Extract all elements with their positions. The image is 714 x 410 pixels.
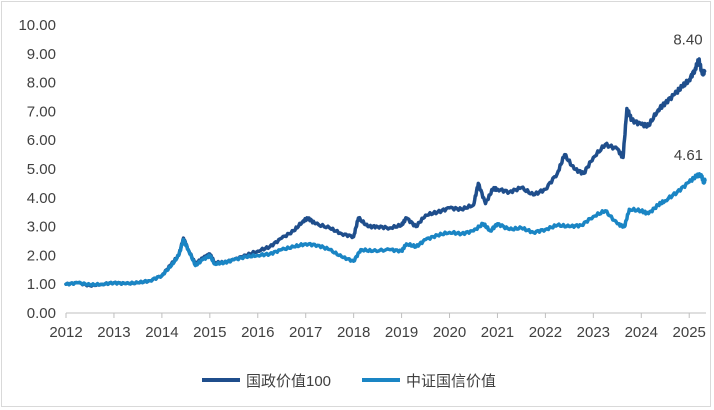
x-tick-label: 2019 bbox=[385, 324, 418, 341]
x-tick-label: 2017 bbox=[289, 324, 322, 341]
y-tick-label: 2.00 bbox=[27, 247, 56, 264]
series-line-1 bbox=[64, 57, 707, 288]
y-tick-label: 5.00 bbox=[27, 161, 56, 178]
x-tick-label: 2015 bbox=[193, 324, 226, 341]
y-tick-label: 3.00 bbox=[27, 219, 56, 236]
series-line-2 bbox=[64, 172, 707, 287]
y-tick-label: 10.00 bbox=[18, 17, 56, 34]
y-tick-label: 1.00 bbox=[27, 276, 56, 293]
end-value-label-2: 4.61 bbox=[674, 147, 703, 164]
x-tick-label: 2024 bbox=[625, 324, 658, 341]
end-labels: 8.40 4.61 bbox=[673, 32, 703, 164]
x-tick-label: 2021 bbox=[481, 324, 514, 341]
x-tick-label: 2012 bbox=[49, 324, 82, 341]
x-axis: 2012 2013 2014 2015 2016 2017 2018 2019 2020 2021… bbox=[49, 312, 706, 341]
x-tick-label: 2022 bbox=[529, 324, 562, 341]
y-tick-label: 6.00 bbox=[27, 132, 56, 149]
y-tick-label: 0.00 bbox=[27, 305, 56, 322]
y-tick-label: 8.00 bbox=[27, 75, 56, 92]
x-tick-label: 2016 bbox=[241, 324, 274, 341]
legend-label-2: 中证国信价值 bbox=[406, 373, 496, 390]
x-tick-label: 2014 bbox=[145, 324, 178, 341]
x-tick-label: 2018 bbox=[337, 324, 370, 341]
x-tick-label: 2013 bbox=[97, 324, 130, 341]
end-value-label-1: 8.40 bbox=[673, 32, 702, 49]
legend-label-1: 国政价值100 bbox=[246, 373, 331, 390]
x-tick-label: 2020 bbox=[433, 324, 466, 341]
y-axis: 0.00 1.00 2.00 3.00 4.00 5.00 6.00 7.00 8.00 9.00… bbox=[18, 17, 56, 322]
y-tick-label: 9.00 bbox=[27, 46, 56, 63]
x-tick-label: 2023 bbox=[577, 324, 610, 341]
x-tick-label: 2025 bbox=[673, 324, 706, 341]
y-tick-label: 4.00 bbox=[27, 190, 56, 207]
legend: 国政价值100 中证国信价值 bbox=[202, 373, 496, 390]
y-tick-label: 7.00 bbox=[27, 103, 56, 120]
plot-area bbox=[64, 57, 707, 288]
